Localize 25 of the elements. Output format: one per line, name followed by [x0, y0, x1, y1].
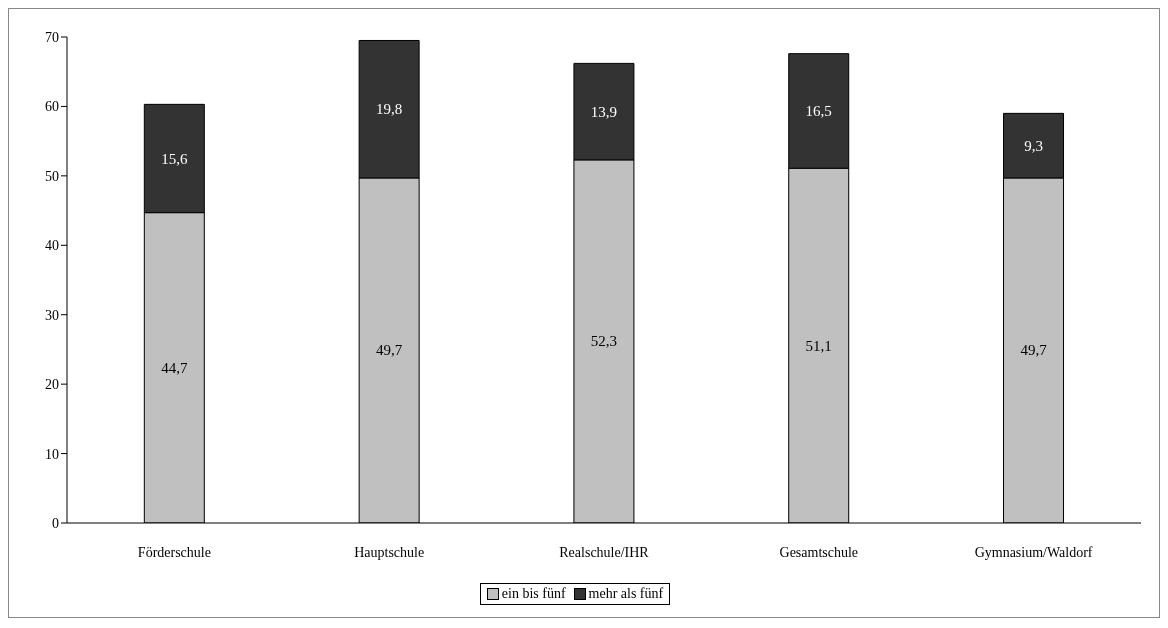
data-label: 49,7 [1020, 342, 1048, 359]
x-tick-label: Gymnasium/Waldorf [974, 544, 1093, 560]
data-label: 51,1 [805, 337, 832, 354]
x-tick-label: Gesamtschule [779, 544, 859, 560]
y-tick-label: 20 [45, 377, 59, 393]
data-label: 16,5 [805, 102, 832, 119]
y-tick-label: 40 [45, 238, 59, 254]
x-tick-label: Förderschule [137, 544, 211, 560]
data-label: 13,9 [590, 103, 618, 120]
y-tick-label: 0 [52, 515, 59, 531]
data-label: 9,3 [1024, 137, 1043, 154]
x-tick-label: Hauptschule [354, 544, 425, 560]
data-label: 44,7 [161, 359, 188, 376]
legend-label: ein bis fünf [500, 586, 566, 602]
data-label: 19,8 [376, 101, 403, 118]
y-tick-label: 60 [45, 99, 59, 115]
y-tick-label: 50 [45, 168, 59, 184]
legend-label: mehr als fünf [587, 586, 664, 602]
data-label: 49,7 [376, 342, 403, 359]
data-label: 15,6 [161, 150, 188, 167]
y-tick-label: 30 [45, 307, 59, 323]
x-tick-label: Realschule/IHR [559, 544, 650, 560]
y-tick-label: 10 [45, 446, 59, 462]
y-tick-label: 70 [45, 29, 59, 45]
data-label: 52,3 [590, 333, 618, 350]
